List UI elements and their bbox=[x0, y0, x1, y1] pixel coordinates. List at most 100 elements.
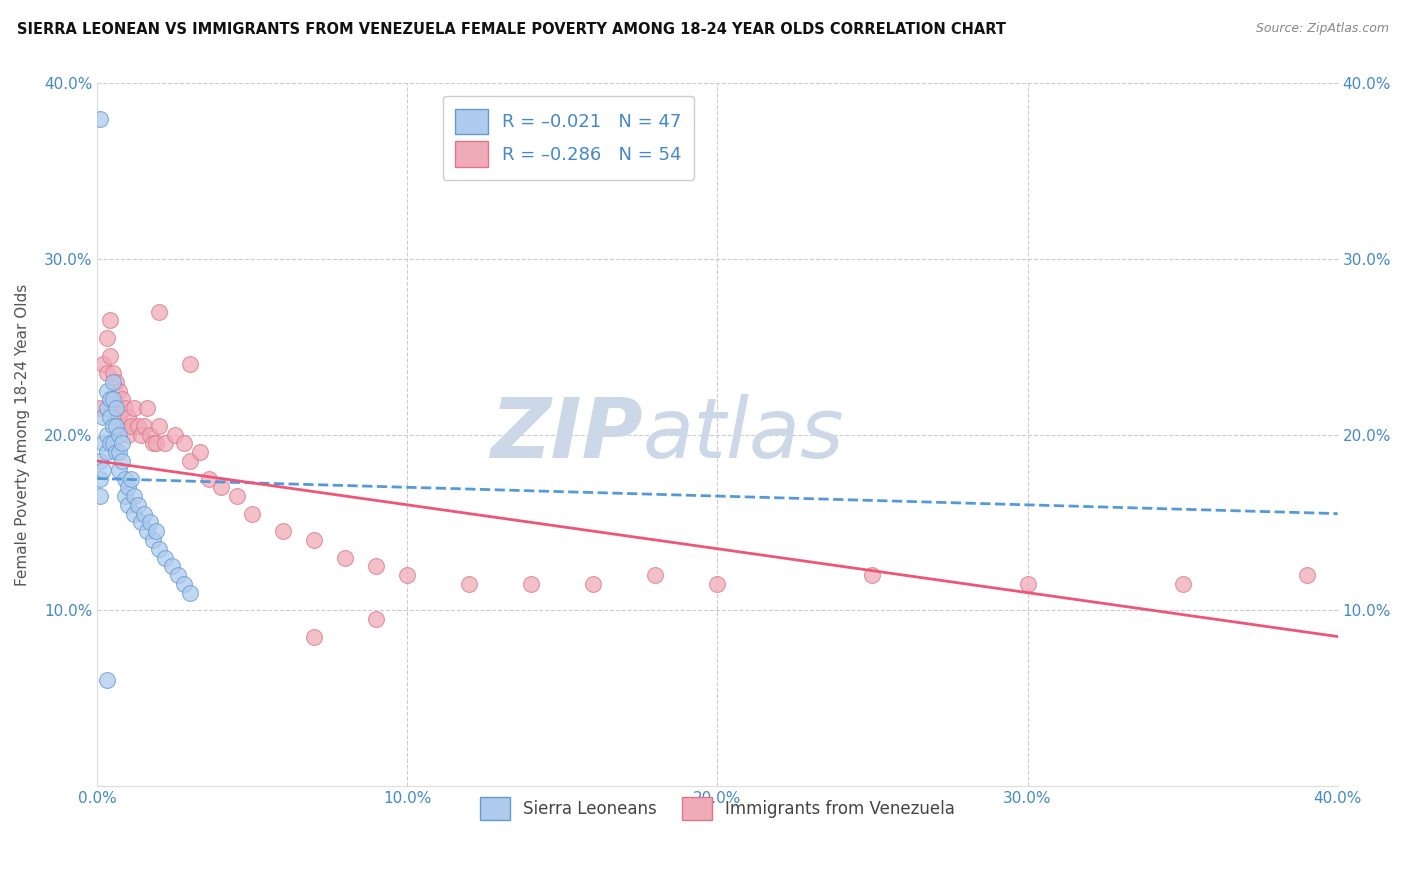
Point bbox=[101, 418, 124, 433]
Point bbox=[139, 516, 162, 530]
Point bbox=[179, 585, 201, 599]
Point bbox=[706, 577, 728, 591]
Point bbox=[145, 524, 167, 538]
Point bbox=[179, 357, 201, 371]
Point bbox=[225, 489, 247, 503]
Point bbox=[114, 401, 136, 416]
Point bbox=[104, 418, 127, 433]
Point bbox=[1295, 568, 1317, 582]
Point bbox=[396, 568, 419, 582]
Point bbox=[96, 384, 118, 398]
Point bbox=[101, 392, 124, 407]
Point bbox=[98, 392, 121, 407]
Point bbox=[132, 507, 155, 521]
Point bbox=[862, 568, 884, 582]
Point bbox=[132, 418, 155, 433]
Point bbox=[96, 427, 118, 442]
Point bbox=[111, 418, 134, 433]
Point bbox=[98, 410, 121, 425]
Point bbox=[108, 384, 131, 398]
Point bbox=[117, 480, 139, 494]
Point bbox=[111, 392, 134, 407]
Point bbox=[89, 454, 111, 468]
Point bbox=[96, 331, 118, 345]
Point bbox=[335, 550, 357, 565]
Point bbox=[98, 313, 121, 327]
Point bbox=[120, 471, 142, 485]
Point bbox=[644, 568, 666, 582]
Point bbox=[582, 577, 605, 591]
Point bbox=[89, 471, 111, 485]
Point bbox=[124, 489, 146, 503]
Point bbox=[145, 436, 167, 450]
Point bbox=[458, 577, 481, 591]
Point bbox=[108, 463, 131, 477]
Point bbox=[114, 489, 136, 503]
Text: ZIP: ZIP bbox=[491, 394, 643, 475]
Point bbox=[139, 427, 162, 442]
Point bbox=[111, 454, 134, 468]
Point bbox=[198, 471, 221, 485]
Point bbox=[127, 418, 149, 433]
Point bbox=[120, 418, 142, 433]
Point bbox=[93, 410, 115, 425]
Point bbox=[111, 436, 134, 450]
Point bbox=[148, 304, 170, 318]
Point bbox=[96, 401, 118, 416]
Point bbox=[108, 427, 131, 442]
Point bbox=[117, 410, 139, 425]
Point bbox=[148, 541, 170, 556]
Point bbox=[89, 489, 111, 503]
Legend: Sierra Leoneans, Immigrants from Venezuela: Sierra Leoneans, Immigrants from Venezue… bbox=[467, 783, 969, 834]
Point bbox=[304, 630, 326, 644]
Point bbox=[104, 445, 127, 459]
Text: Source: ZipAtlas.com: Source: ZipAtlas.com bbox=[1256, 22, 1389, 36]
Point bbox=[135, 401, 157, 416]
Point bbox=[101, 366, 124, 380]
Point bbox=[101, 392, 124, 407]
Point bbox=[93, 463, 115, 477]
Point bbox=[167, 568, 190, 582]
Point bbox=[101, 375, 124, 389]
Point bbox=[1017, 577, 1039, 591]
Point bbox=[96, 366, 118, 380]
Point bbox=[366, 559, 388, 574]
Point bbox=[209, 480, 232, 494]
Point bbox=[96, 673, 118, 688]
Point bbox=[173, 436, 195, 450]
Point bbox=[127, 498, 149, 512]
Point bbox=[101, 436, 124, 450]
Point bbox=[117, 498, 139, 512]
Point bbox=[135, 524, 157, 538]
Point bbox=[104, 375, 127, 389]
Point bbox=[108, 410, 131, 425]
Point bbox=[366, 612, 388, 626]
Point bbox=[304, 533, 326, 547]
Point bbox=[98, 436, 121, 450]
Point bbox=[155, 550, 177, 565]
Point bbox=[117, 427, 139, 442]
Point bbox=[89, 112, 111, 126]
Point bbox=[142, 436, 165, 450]
Point bbox=[155, 436, 177, 450]
Point bbox=[179, 454, 201, 468]
Point bbox=[124, 401, 146, 416]
Point bbox=[124, 507, 146, 521]
Point bbox=[148, 418, 170, 433]
Point bbox=[1171, 577, 1194, 591]
Point bbox=[98, 349, 121, 363]
Point bbox=[142, 533, 165, 547]
Point bbox=[240, 507, 263, 521]
Point bbox=[96, 445, 118, 459]
Point bbox=[89, 401, 111, 416]
Text: SIERRA LEONEAN VS IMMIGRANTS FROM VENEZUELA FEMALE POVERTY AMONG 18-24 YEAR OLDS: SIERRA LEONEAN VS IMMIGRANTS FROM VENEZU… bbox=[17, 22, 1005, 37]
Point bbox=[129, 427, 152, 442]
Text: atlas: atlas bbox=[643, 394, 845, 475]
Y-axis label: Female Poverty Among 18-24 Year Olds: Female Poverty Among 18-24 Year Olds bbox=[15, 284, 30, 586]
Point bbox=[173, 577, 195, 591]
Point bbox=[163, 427, 186, 442]
Point bbox=[129, 516, 152, 530]
Point bbox=[271, 524, 294, 538]
Point bbox=[160, 559, 183, 574]
Point bbox=[114, 471, 136, 485]
